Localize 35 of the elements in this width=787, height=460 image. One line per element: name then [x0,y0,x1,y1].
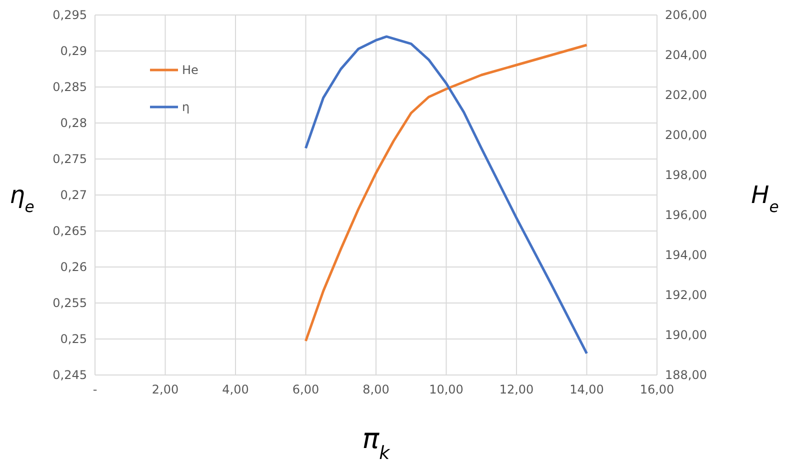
y-tick-label: 0,26 [60,260,87,274]
legend-label: η [182,100,190,114]
y2-tick-label: 206,00 [665,8,707,22]
x-tick-label: 2,00 [152,382,179,397]
y2-tick-label: 196,00 [665,208,707,222]
y2-tick-label: 192,00 [665,288,707,302]
y2-tick-label: 202,00 [665,88,707,102]
y2-tick-label: 200,00 [665,128,707,142]
y-tick-label: 0,265 [52,224,87,238]
x-tick-label: 16,00 [640,382,674,397]
y-tick-label: 0,28 [60,116,87,130]
x-tick-label: 4,00 [222,382,249,397]
y-tick-label: 0,275 [52,152,87,166]
x-tick-label: 8,00 [362,382,390,397]
y-tick-label: 0,27 [60,188,87,202]
y2-tick-label: 190,00 [665,328,707,342]
y2-tick-label: 194,00 [665,248,707,262]
x-tick-label: 14,00 [570,382,604,397]
y-tick-label: 0,255 [52,296,87,310]
y-tick-label: 0,29 [60,44,87,58]
y2-tick-label: 204,00 [665,48,707,62]
y2-tick-label: 188,00 [665,368,707,382]
y-tick-label: 0,25 [60,332,87,346]
x-tick-label: 12,00 [499,382,534,397]
y-tick-label: 0,245 [52,368,87,382]
y-axis-title: η$_{e}$ [10,181,34,216]
x-tick-label: 10,00 [429,382,464,397]
x-tick-label: - [92,382,98,397]
legend-label: He [182,63,198,77]
x-tick-label: 6,00 [292,382,320,397]
y-tick-label: 0,285 [52,80,87,94]
y2-axis-title: H$_{e}$ [751,181,779,216]
y-tick-label: 0,295 [52,8,87,22]
x-axis-title: π$_{k}$ [362,422,392,460]
y2-tick-label: 198,00 [665,168,707,182]
